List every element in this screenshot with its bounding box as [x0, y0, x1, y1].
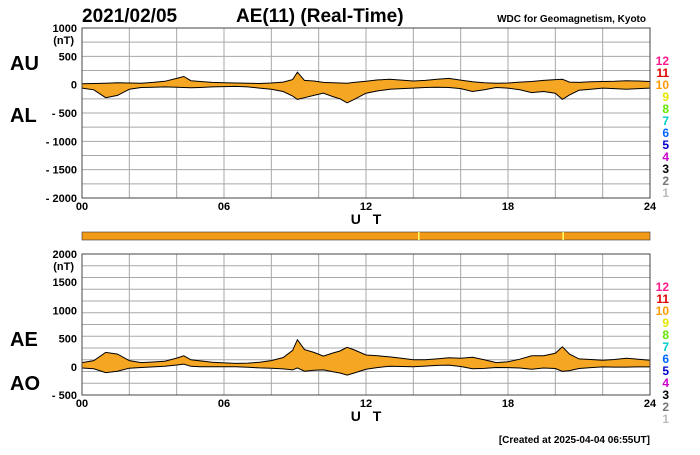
station-count-2: 2: [662, 400, 669, 414]
al-line: [81, 85, 651, 104]
au-label: AU: [10, 53, 39, 75]
y-tick-label: - 2000: [46, 193, 77, 205]
ae-ao-area: [82, 339, 650, 376]
station-count-3: 3: [662, 162, 669, 176]
station-count-1: 1: [662, 412, 669, 426]
status-bar-fill: [81, 231, 651, 241]
station-count-12: 12: [656, 280, 670, 294]
station-count-7: 7: [662, 114, 669, 128]
station-count-11: 11: [656, 292, 669, 306]
y-tick-label: - 1500: [46, 165, 77, 177]
y-tick-label: 1000: [53, 23, 77, 35]
y-tick-label: 1500: [53, 277, 77, 289]
au-al-x-axis-label: U T: [351, 211, 386, 227]
y-tick-label: - 500: [52, 390, 77, 402]
station-count-11: 11: [656, 66, 669, 80]
station-count-5: 5: [662, 138, 669, 152]
organization-label: WDC for Geomagnetism, Kyoto: [497, 14, 646, 25]
x-tick-label: 12: [360, 398, 372, 410]
station-count-6: 6: [662, 126, 669, 140]
x-tick-label: 00: [76, 201, 88, 213]
ae-label: AE: [10, 329, 38, 351]
station-count-1: 1: [662, 186, 669, 200]
plot-title: AE(11) (Real-Time): [236, 6, 404, 27]
plot-date: 2021/02/05: [82, 6, 178, 27]
au-line: [81, 71, 651, 85]
ae-ao-x-axis-label: U T: [351, 408, 386, 424]
y-tick-label: 1000: [53, 305, 77, 317]
au-al-frame: [81, 27, 651, 199]
x-tick-label: 12: [360, 201, 372, 213]
station-count-10: 10: [656, 78, 670, 92]
station-count-3: 3: [662, 388, 669, 402]
station-count-8: 8: [662, 102, 669, 116]
al-label: AL: [10, 105, 37, 127]
station-count-12: 12: [656, 54, 670, 68]
created-timestamp: [Created at 2025-04-04 06:55UT]: [499, 435, 650, 446]
x-tick-label: 18: [502, 398, 514, 410]
au-al-unit-label: (nT): [53, 35, 74, 47]
au-al-area: [82, 72, 650, 103]
station-count-4: 4: [662, 376, 669, 390]
ae-line: [81, 338, 651, 364]
y-tick-label: - 500: [52, 108, 77, 120]
status-bar-tick: [562, 232, 564, 240]
station-count-9: 9: [662, 316, 669, 330]
x-tick-label: 06: [218, 398, 230, 410]
y-tick-label: 0: [71, 362, 77, 374]
station-count-6: 6: [662, 352, 669, 366]
ao-label: AO: [10, 373, 40, 395]
station-count-9: 9: [662, 90, 669, 104]
station-count-2: 2: [662, 174, 669, 188]
y-tick-label: - 1000: [46, 136, 77, 148]
station-count-8: 8: [662, 328, 669, 342]
y-tick-label: 500: [59, 334, 77, 346]
station-count-5: 5: [662, 364, 669, 378]
x-tick-label: 06: [218, 201, 230, 213]
y-tick-label: 500: [59, 51, 77, 63]
y-tick-label: 2000: [53, 249, 77, 261]
station-count-10: 10: [656, 304, 670, 318]
x-tick-label: 18: [502, 201, 514, 213]
data-status-bar: [81, 231, 651, 241]
x-tick-label: 24: [644, 398, 657, 410]
status-bar-tick: [418, 232, 420, 240]
x-tick-label: 00: [76, 398, 88, 410]
ae-ao-frame: [81, 253, 651, 396]
y-tick-label: 0: [71, 80, 77, 92]
x-tick-label: 24: [644, 201, 657, 213]
ae-ao-unit-label: (nT): [53, 261, 74, 273]
station-count-4: 4: [662, 150, 669, 164]
ao-line: [81, 363, 650, 376]
station-count-7: 7: [662, 340, 669, 354]
